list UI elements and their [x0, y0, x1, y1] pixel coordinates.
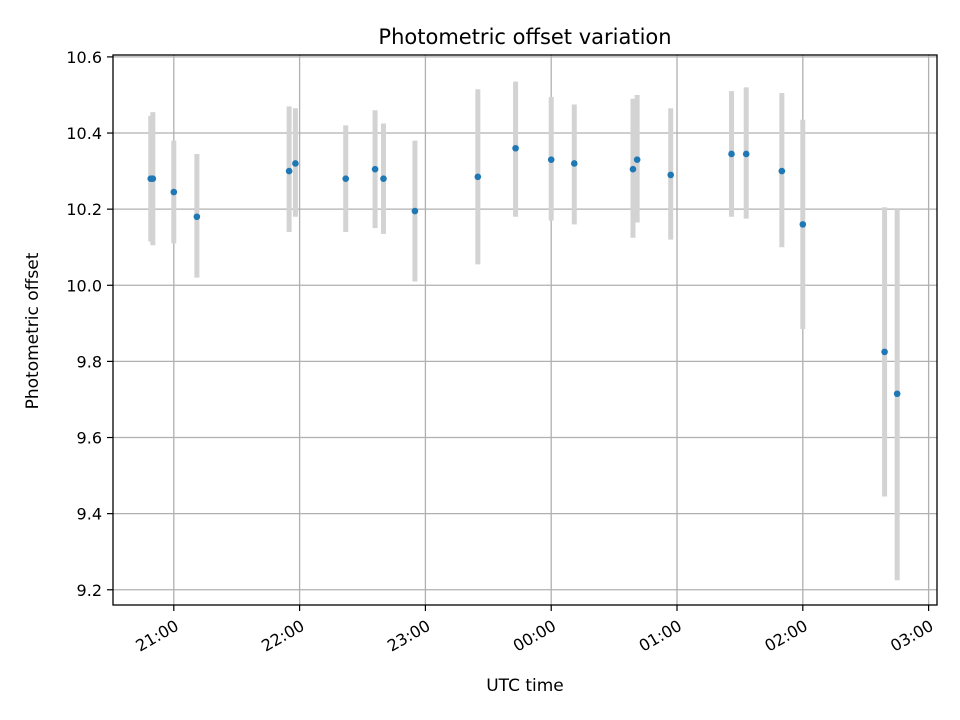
- data-point: [881, 348, 888, 356]
- data-point: [342, 175, 350, 183]
- data-point: [629, 165, 637, 173]
- y-tick-label: 10.4: [66, 124, 102, 143]
- y-tick-label: 9.6: [77, 429, 102, 448]
- data-point: [193, 213, 201, 221]
- data-points: [147, 144, 901, 398]
- data-point: [292, 160, 299, 167]
- chart-title: Photometric offset variation: [378, 25, 671, 49]
- y-tick-label: 10.6: [66, 48, 102, 67]
- data-point: [170, 188, 178, 196]
- y-tick-label: 9.2: [77, 581, 102, 600]
- x-axis-title: UTC time: [486, 676, 564, 696]
- y-tick-label: 10.2: [66, 200, 102, 219]
- data-point: [149, 175, 157, 183]
- y-tick-label: 9.8: [77, 352, 102, 371]
- data-point: [547, 156, 555, 163]
- data-point: [667, 171, 675, 179]
- data-point: [411, 207, 419, 215]
- data-point: [799, 221, 807, 228]
- data-point: [728, 150, 735, 158]
- data-point: [742, 150, 750, 158]
- data-point: [633, 156, 641, 163]
- data-point: [778, 167, 786, 175]
- y-axis: 9.2 9.4 9.6 9.8 10.0 10.2 10.4 10.6: [66, 48, 113, 600]
- data-point: [570, 160, 578, 167]
- y-tick-label: 9.4: [77, 505, 102, 524]
- data-point: [893, 390, 901, 398]
- plot-frame: [112, 54, 938, 606]
- data-point: [380, 175, 387, 183]
- data-point: [474, 173, 482, 181]
- data-point: [285, 167, 293, 175]
- y-tick-label: 10.0: [66, 276, 102, 295]
- data-point: [371, 165, 379, 173]
- y-axis-title: Photometric offset: [23, 252, 43, 409]
- data-point: [512, 144, 519, 152]
